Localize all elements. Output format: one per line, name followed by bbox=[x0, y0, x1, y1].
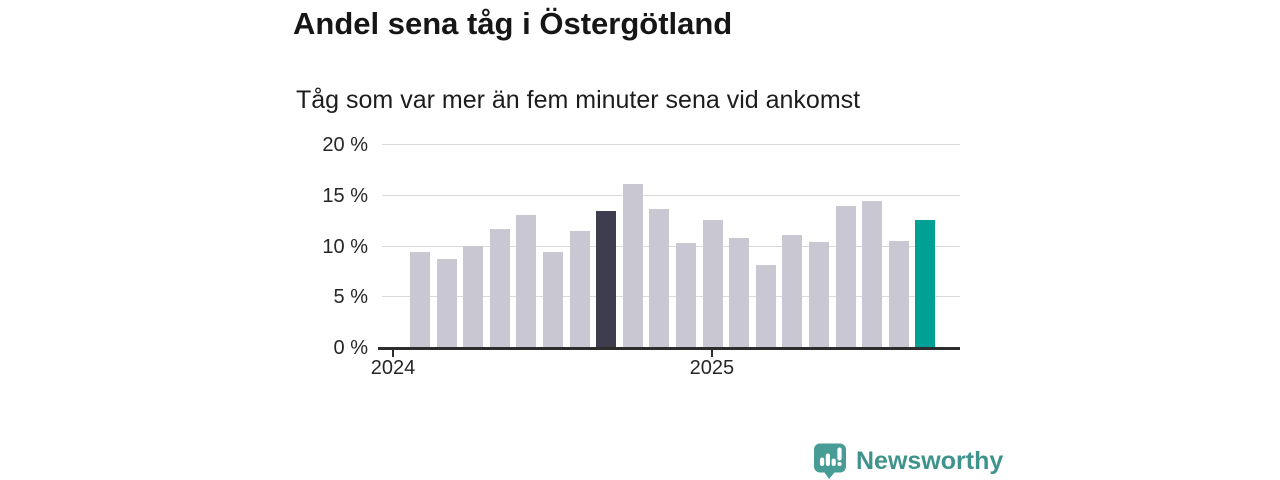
chart-subtitle: Tåg som var mer än fem minuter sena vid … bbox=[296, 86, 861, 114]
chart-title: Andel sena tåg i Östergötland bbox=[293, 6, 733, 41]
gridline-15 bbox=[382, 194, 960, 196]
y-axis-label-15: 15 % bbox=[322, 184, 368, 207]
y-axis-label-10: 10 % bbox=[322, 235, 368, 258]
y-axis-label-0: 0 % bbox=[333, 337, 368, 359]
newsworthy-logo-icon bbox=[814, 443, 846, 479]
x-axis-label-2024: 2024 bbox=[370, 357, 416, 379]
bar-2024-11 bbox=[676, 243, 696, 347]
bar-2025-03 bbox=[782, 235, 803, 347]
bar-2024-04 bbox=[489, 229, 510, 347]
gridline-10 bbox=[382, 245, 960, 247]
newsworthy-logo-text: Newsworthy bbox=[856, 446, 1004, 475]
y-axis-labels: 0 % 5 % 10 % 15 % 20 % bbox=[300, 135, 368, 358]
x-axis-line bbox=[378, 347, 960, 350]
bar-2024-08 bbox=[596, 211, 617, 347]
bar-2024-12 bbox=[702, 220, 723, 347]
bar-2024-02 bbox=[436, 258, 457, 347]
gridline-5 bbox=[382, 296, 960, 298]
bar-2024-10 bbox=[649, 208, 670, 347]
bar-2024-09 bbox=[622, 183, 643, 347]
late-trains-bar-chart: 0 % 5 % 10 % 15 % 20 % 2024 2025 bbox=[300, 135, 960, 379]
bar-2025-07 bbox=[888, 241, 909, 347]
bar-2025-02 bbox=[755, 264, 776, 347]
plot-area: 2024 2025 bbox=[371, 144, 960, 379]
bar-2024-06 bbox=[543, 251, 563, 347]
bar-2024-03 bbox=[463, 245, 484, 347]
x-axis-label-2025: 2025 bbox=[689, 357, 735, 379]
x-axis-tick-2024 bbox=[392, 350, 394, 357]
bar-2024-07 bbox=[569, 231, 590, 347]
bar-2024-01 bbox=[410, 251, 430, 347]
bar-2025-08 bbox=[915, 220, 936, 347]
y-axis-label-5: 5 % bbox=[333, 286, 368, 309]
newsworthy-logo[interactable]: Newsworthy bbox=[812, 442, 1003, 479]
bar-2025-01 bbox=[729, 238, 750, 347]
bar-2025-05 bbox=[835, 205, 856, 347]
bar-2024-05 bbox=[516, 215, 537, 347]
bar-2025-06 bbox=[862, 200, 883, 347]
x-axis-tick-2025 bbox=[710, 350, 713, 357]
gridline-20 bbox=[382, 144, 960, 145]
bar-2025-04 bbox=[809, 242, 829, 347]
y-axis-label-20: 20 % bbox=[322, 134, 368, 156]
